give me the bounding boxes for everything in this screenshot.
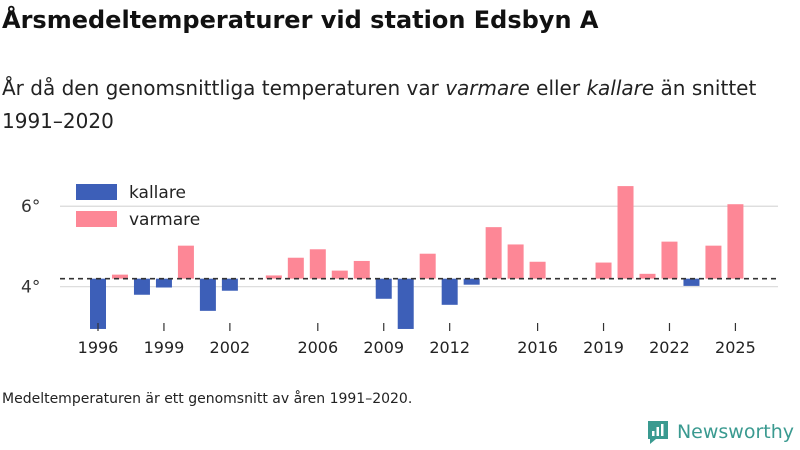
- brand-name: Newsworthy: [676, 421, 794, 443]
- subtitle-warmer: varmare: [445, 76, 530, 100]
- bar-warmer: [639, 273, 656, 279]
- chart-title: Årsmedeltemperaturer vid station Edsbyn …: [2, 6, 599, 34]
- x-tick-label: 1999: [144, 338, 185, 357]
- bar-colder: [463, 278, 480, 285]
- bar-colder: [683, 278, 700, 286]
- bar-warmer: [507, 244, 524, 279]
- subtitle-text-3: än snittet 1991–2020: [2, 76, 757, 133]
- x-tick-label: 2006: [297, 338, 338, 357]
- x-tick-label: 2009: [363, 338, 404, 357]
- bar-colder: [199, 278, 216, 311]
- legend-swatch-colder: [76, 184, 117, 200]
- newsworthy-logo-icon: [647, 421, 668, 444]
- newsworthy-brand[interactable]: Newsworthy: [646, 419, 794, 445]
- x-tick-label: 2022: [649, 338, 690, 357]
- legend-swatch-warmer: [76, 211, 117, 227]
- x-tick-label: 2002: [210, 338, 251, 357]
- bar-warmer: [617, 186, 634, 279]
- y-tick-label: 6°: [21, 197, 40, 217]
- bar-warmer: [661, 241, 678, 279]
- bar-colder: [155, 278, 172, 288]
- y-tick-label: 4°: [21, 278, 40, 298]
- x-tick-label: 2019: [583, 338, 624, 357]
- bar-colder: [90, 278, 106, 329]
- bar-warmer: [595, 262, 612, 279]
- x-tick-label: 2025: [715, 338, 756, 357]
- bar-colder: [397, 278, 414, 329]
- legend-label-warmer: varmare: [129, 210, 200, 230]
- bar-warmer: [177, 245, 194, 279]
- bar-warmer: [419, 253, 436, 279]
- bar-warmer: [485, 227, 502, 279]
- bar-warmer: [287, 257, 304, 279]
- bar-colder: [221, 278, 238, 291]
- legend-label-colder: kallare: [129, 183, 186, 203]
- bar-warmer: [309, 249, 326, 279]
- bar-warmer: [111, 274, 128, 279]
- bar-warmer: [265, 275, 282, 279]
- bar-colder: [375, 278, 392, 299]
- x-tick-label: 2012: [429, 338, 470, 357]
- x-tick-label: 2016: [517, 338, 558, 357]
- bar-warmer: [353, 260, 370, 279]
- chart-subtitle: År då den genomsnittliga temperaturen va…: [2, 72, 792, 138]
- footnote: Medeltemperaturen är ett genomsnitt av å…: [2, 391, 413, 407]
- bar-warmer: [529, 261, 546, 279]
- bar-warmer: [331, 270, 348, 279]
- subtitle-colder: kallare: [586, 76, 655, 100]
- subtitle-text-1: År då den genomsnittliga temperaturen va…: [2, 76, 446, 100]
- bar-colder: [441, 278, 458, 305]
- bar-colder: [133, 278, 150, 295]
- subtitle-text-2: eller: [529, 76, 587, 100]
- bar-warmer: [705, 245, 722, 279]
- bar-warmer: [727, 204, 744, 279]
- x-tick-label: 1996: [78, 338, 119, 357]
